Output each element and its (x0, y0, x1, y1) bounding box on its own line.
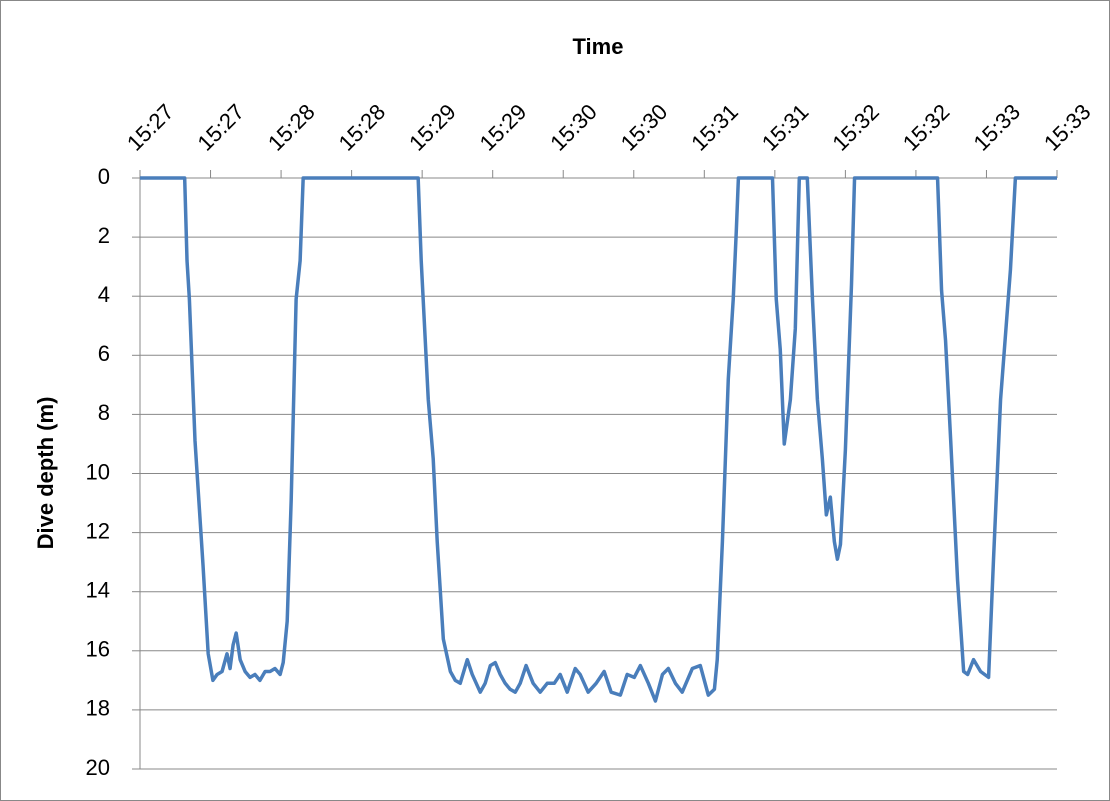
y-tick-label: 14 (86, 578, 110, 603)
y-tick-label: 4 (98, 282, 110, 307)
y-tick-label: 10 (86, 459, 110, 484)
y-tick-label: 8 (98, 400, 110, 425)
y-tick-label: 12 (86, 518, 110, 543)
y-tick-label: 6 (98, 341, 110, 366)
y-tick-label: 2 (98, 223, 110, 248)
data-line (140, 176, 1057, 703)
y-tick-label: 0 (98, 164, 110, 189)
y-tick-label: 16 (86, 637, 110, 662)
y-axis-label: Dive depth (m) (33, 397, 58, 550)
y-tick-label: 18 (86, 696, 110, 721)
chart-title: Time (573, 34, 624, 59)
y-tick-label: 20 (86, 755, 110, 780)
